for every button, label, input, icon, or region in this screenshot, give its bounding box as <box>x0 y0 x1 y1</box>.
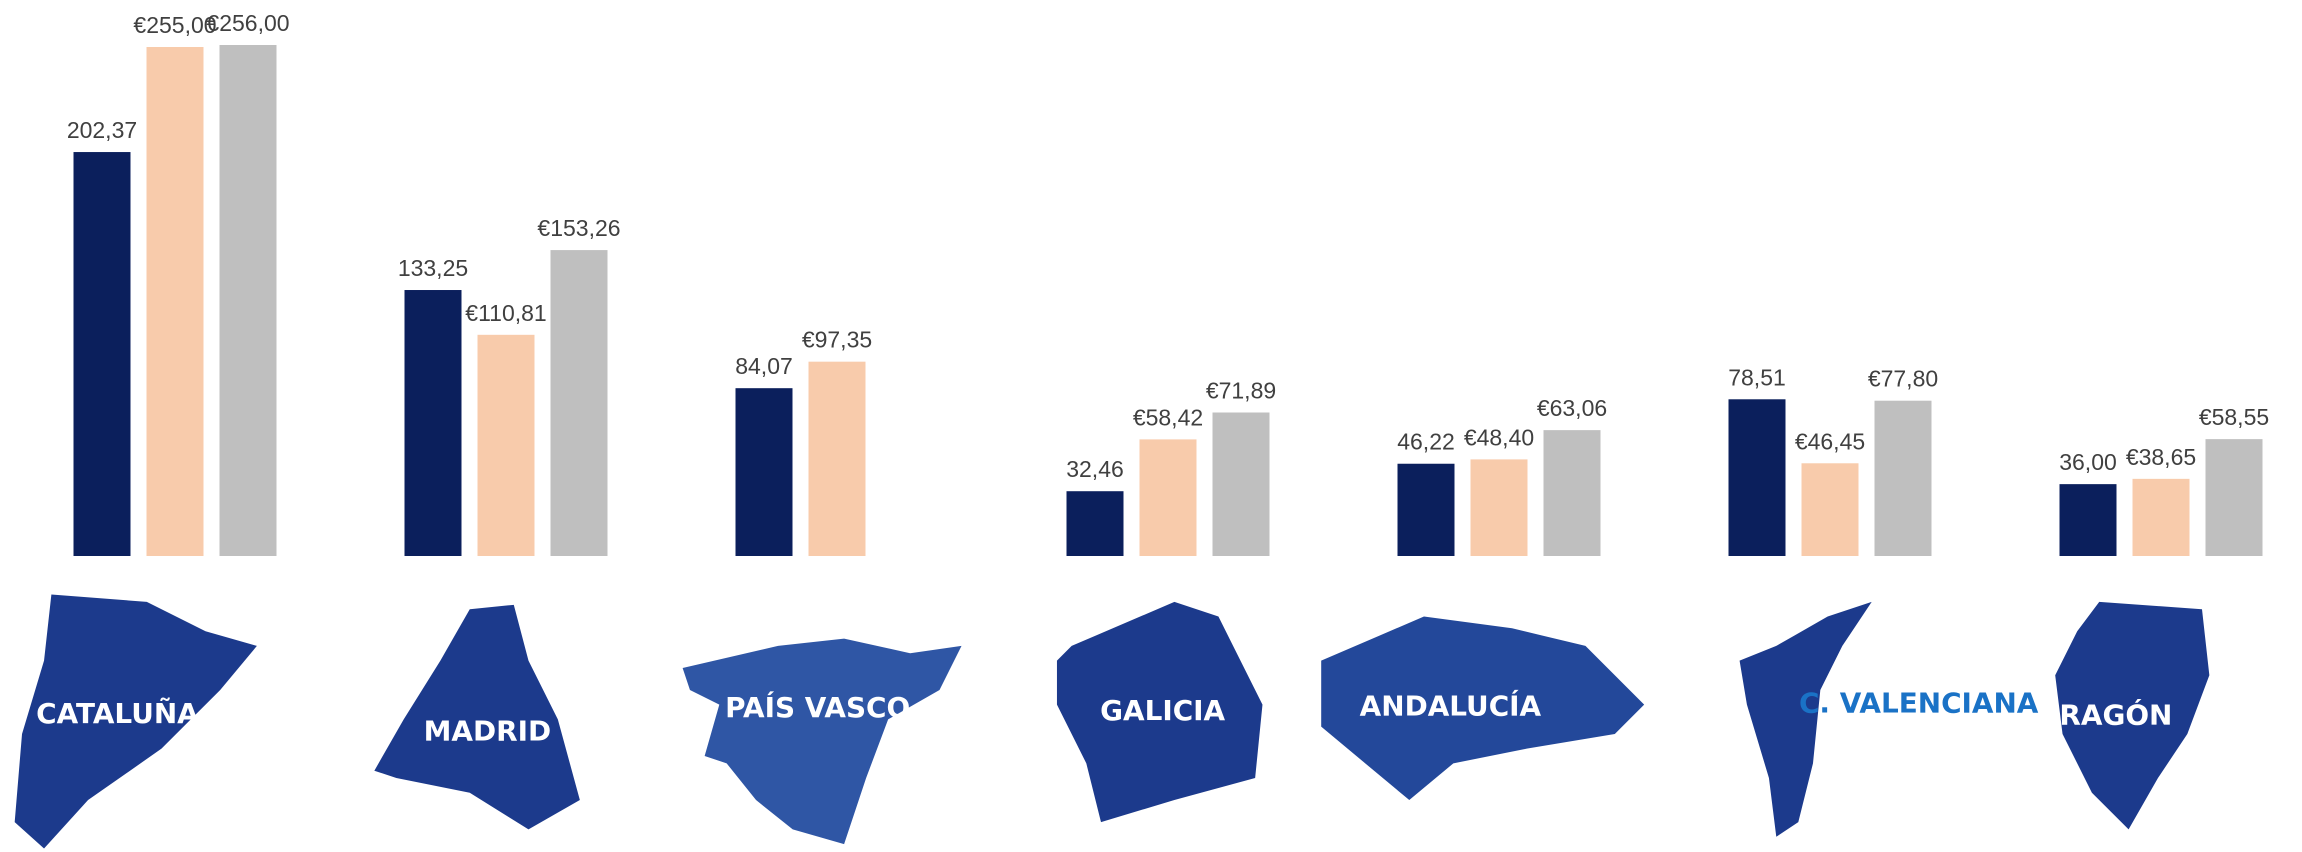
value-label: 32,46 <box>1066 456 1124 482</box>
map-galicia <box>1056 601 1263 823</box>
bar <box>1139 439 1197 556</box>
bar <box>550 250 608 556</box>
bar <box>1066 491 1124 556</box>
bar <box>735 388 793 556</box>
region-label: PAÍS VASCO <box>725 690 910 724</box>
bar <box>808 361 866 556</box>
value-label: €255,00 <box>133 12 216 38</box>
value-label: 133,25 <box>398 255 468 281</box>
map-pais-vasco <box>682 638 962 845</box>
region-label: MADRID <box>424 715 551 748</box>
region-label: CATALUÑA <box>36 696 199 730</box>
value-label: €48,40 <box>1464 424 1534 450</box>
value-label: €110,81 <box>465 300 546 326</box>
bar <box>73 152 131 556</box>
value-label: €58,55 <box>2199 404 2269 430</box>
value-label: 46,22 <box>1397 429 1455 455</box>
value-label: €153,26 <box>537 215 620 241</box>
value-label: 202,37 <box>67 117 137 143</box>
map-andalucia <box>1321 616 1645 801</box>
map-madrid <box>374 604 580 830</box>
bar <box>146 46 204 556</box>
region-label: ANDALUCÍA <box>1360 689 1542 723</box>
bar <box>2059 484 2117 556</box>
bar <box>1212 412 1270 556</box>
value-label: €77,80 <box>1868 366 1938 392</box>
region-label: ARAGÓN <box>2038 697 2173 731</box>
map-valenciana <box>1739 601 1872 837</box>
value-label: €256,00 <box>206 10 289 36</box>
bar <box>404 290 462 556</box>
value-label: €63,06 <box>1537 395 1607 421</box>
map-aragon <box>2055 601 2210 830</box>
region-maps: CATALUÑA MADRID PAÍS VASCO GALICIA ANDAL… <box>14 594 2210 849</box>
value-label: 78,51 <box>1728 364 1786 390</box>
value-label: 36,00 <box>2059 449 2117 475</box>
value-label: 84,07 <box>735 353 793 379</box>
value-label: €71,89 <box>1206 378 1276 404</box>
bar <box>1543 430 1601 556</box>
region-label: GALICIA <box>1100 694 1225 727</box>
bar <box>1801 463 1859 556</box>
bar <box>1397 463 1455 556</box>
bar <box>219 45 277 556</box>
value-label: €46,45 <box>1795 428 1865 454</box>
region-label: C. VALENCIANA <box>1799 687 2039 720</box>
value-label: €38,65 <box>2126 444 2196 470</box>
bar <box>2132 478 2190 556</box>
value-label: €58,42 <box>1133 404 1203 430</box>
bar <box>1728 399 1786 556</box>
bar <box>1470 459 1528 556</box>
bar <box>2205 439 2263 556</box>
bar <box>477 334 535 556</box>
map-cataluna <box>14 594 257 849</box>
value-label: €97,35 <box>802 327 872 353</box>
bar <box>1874 400 1932 556</box>
